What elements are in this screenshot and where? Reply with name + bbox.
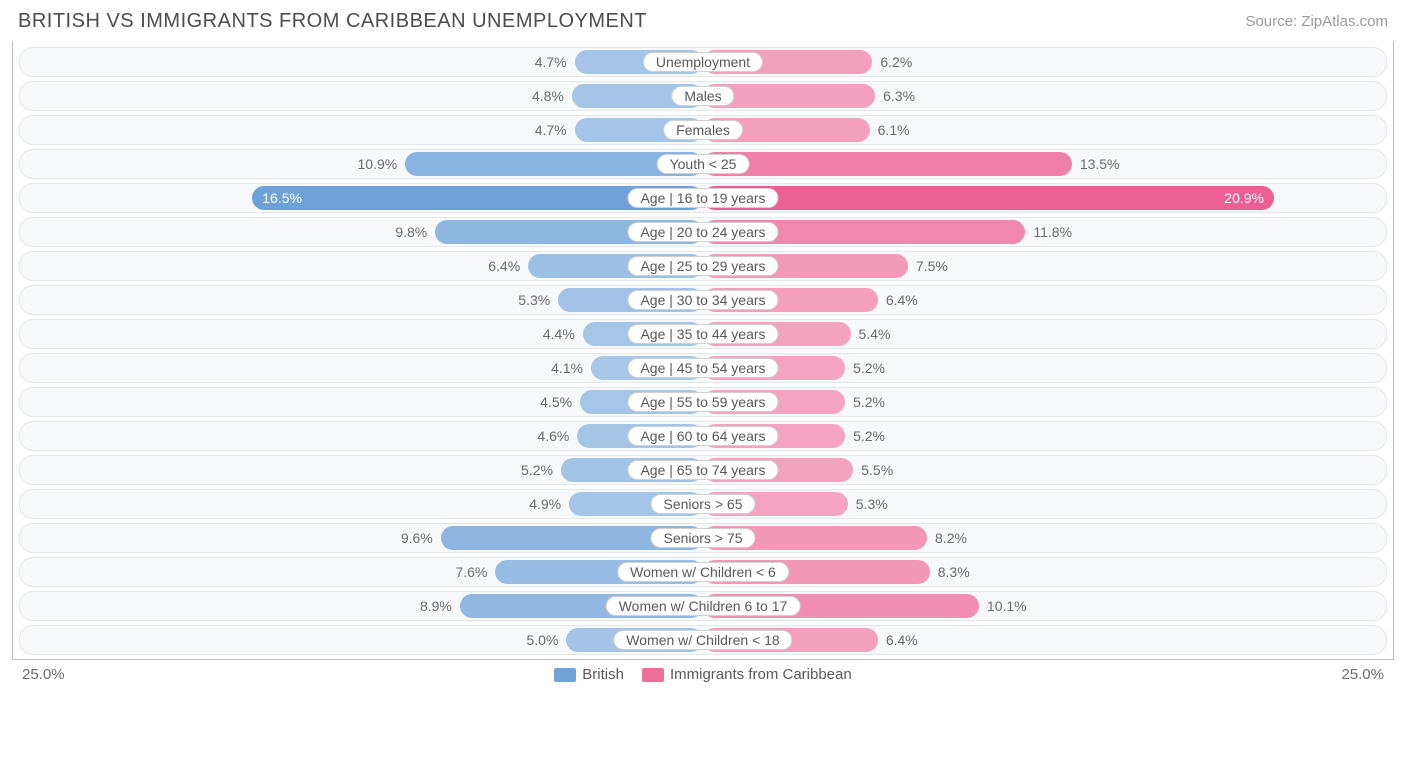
bar-right-value: 6.2% (872, 54, 920, 70)
category-label: Age | 65 to 74 years (627, 460, 778, 480)
bar-left-value: 4.4% (535, 326, 583, 342)
bar-left-value: 4.7% (527, 122, 575, 138)
bar-right-value: 8.3% (930, 564, 978, 580)
chart-header: BRITISH VS IMMIGRANTS FROM CARIBBEAN UNE… (12, 10, 1394, 41)
chart-row: 16.5% 20.9% Age | 16 to 19 years (19, 183, 1387, 213)
butterfly-chart: 4.7% 6.2% Unemployment 4.8% 6.3% Males 4.7% 6.1… (12, 41, 1394, 660)
bar-left-value: 5.2% (513, 462, 561, 478)
chart-row: 5.0% 6.4% Women w/ Children < 18 (19, 625, 1387, 655)
bar-right-value: 5.4% (851, 326, 899, 342)
axis-min-label: 25.0% (22, 666, 82, 683)
legend-swatch-right (642, 668, 664, 682)
chart-row: 10.9% 13.5% Youth < 25 (19, 149, 1387, 179)
legend: British Immigrants from Caribbean (82, 666, 1324, 683)
bar-left-value: 4.7% (527, 54, 575, 70)
category-label: Age | 16 to 19 years (627, 188, 778, 208)
bar-right-value: 20.9% (1214, 190, 1274, 206)
bar-left-value: 4.9% (521, 496, 569, 512)
category-label: Women w/ Children < 18 (613, 630, 792, 650)
category-label: Age | 55 to 59 years (627, 392, 778, 412)
bar-left-value: 6.4% (480, 258, 528, 274)
legend-item-left: British (554, 666, 624, 683)
category-label: Age | 60 to 64 years (627, 426, 778, 446)
category-label: Seniors > 65 (651, 494, 756, 514)
axis-max-label: 25.0% (1324, 666, 1384, 683)
bar-left-value: 9.6% (393, 530, 441, 546)
bar-right-value: 7.5% (908, 258, 956, 274)
chart-row: 8.9% 10.1% Women w/ Children 6 to 17 (19, 591, 1387, 621)
category-label: Females (663, 120, 743, 140)
category-label: Age | 25 to 29 years (627, 256, 778, 276)
bar-right-value: 5.2% (845, 428, 893, 444)
chart-footer: 25.0% British Immigrants from Caribbean … (12, 660, 1394, 685)
category-label: Youth < 25 (657, 154, 750, 174)
chart-row: 7.6% 8.3% Women w/ Children < 6 (19, 557, 1387, 587)
chart-row: 4.6% 5.2% Age | 60 to 64 years (19, 421, 1387, 451)
chart-row: 4.1% 5.2% Age | 45 to 54 years (19, 353, 1387, 383)
bar-right (703, 152, 1072, 176)
chart-row: 5.2% 5.5% Age | 65 to 74 years (19, 455, 1387, 485)
bar-right-value: 6.1% (870, 122, 918, 138)
chart-row: 4.7% 6.2% Unemployment (19, 47, 1387, 77)
category-label: Unemployment (643, 52, 763, 72)
bar-left-value: 4.8% (524, 88, 572, 104)
chart-row: 4.7% 6.1% Females (19, 115, 1387, 145)
bar-right-value: 6.3% (875, 88, 923, 104)
category-label: Age | 45 to 54 years (627, 358, 778, 378)
bar-right-value: 6.4% (878, 632, 926, 648)
category-label: Age | 20 to 24 years (627, 222, 778, 242)
chart-source: Source: ZipAtlas.com (1245, 13, 1388, 30)
chart-row: 4.5% 5.2% Age | 55 to 59 years (19, 387, 1387, 417)
chart-row: 6.4% 7.5% Age | 25 to 29 years (19, 251, 1387, 281)
bar-left-value: 9.8% (387, 224, 435, 240)
bar-right-value: 8.2% (927, 530, 975, 546)
bar-left-value: 10.9% (350, 156, 406, 172)
bar-left-value: 7.6% (447, 564, 495, 580)
chart-title: BRITISH VS IMMIGRANTS FROM CARIBBEAN UNE… (18, 10, 647, 33)
bar-right-value: 5.3% (848, 496, 896, 512)
bar-left-value: 4.6% (529, 428, 577, 444)
legend-label-left: British (582, 666, 624, 683)
bar-left-value: 5.3% (510, 292, 558, 308)
chart-row: 5.3% 6.4% Age | 30 to 34 years (19, 285, 1387, 315)
bar-right-value: 13.5% (1072, 156, 1128, 172)
chart-row: 9.6% 8.2% Seniors > 75 (19, 523, 1387, 553)
bar-left-value: 8.9% (412, 598, 460, 614)
category-label: Age | 35 to 44 years (627, 324, 778, 344)
bar-left-value: 4.5% (532, 394, 580, 410)
bar-left-value: 16.5% (252, 190, 312, 206)
category-label: Women w/ Children 6 to 17 (606, 596, 801, 616)
bar-left-value: 5.0% (518, 632, 566, 648)
category-label: Women w/ Children < 6 (617, 562, 789, 582)
bar-right-value: 11.8% (1025, 224, 1080, 240)
bar-right-value: 5.5% (853, 462, 901, 478)
legend-label-right: Immigrants from Caribbean (670, 666, 852, 683)
chart-row: 4.9% 5.3% Seniors > 65 (19, 489, 1387, 519)
bar-right-value: 5.2% (845, 394, 893, 410)
category-label: Age | 30 to 34 years (627, 290, 778, 310)
category-label: Males (671, 86, 734, 106)
category-label: Seniors > 75 (651, 528, 756, 548)
bar-right-value: 10.1% (979, 598, 1035, 614)
bar-right-value: 5.2% (845, 360, 893, 376)
legend-item-right: Immigrants from Caribbean (642, 666, 852, 683)
chart-row: 9.8% 11.8% Age | 20 to 24 years (19, 217, 1387, 247)
chart-row: 4.4% 5.4% Age | 35 to 44 years (19, 319, 1387, 349)
bar-right-value: 6.4% (878, 292, 926, 308)
legend-swatch-left (554, 668, 576, 682)
bar-left-value: 4.1% (543, 360, 591, 376)
chart-row: 4.8% 6.3% Males (19, 81, 1387, 111)
bar-right: 20.9% (703, 186, 1274, 210)
